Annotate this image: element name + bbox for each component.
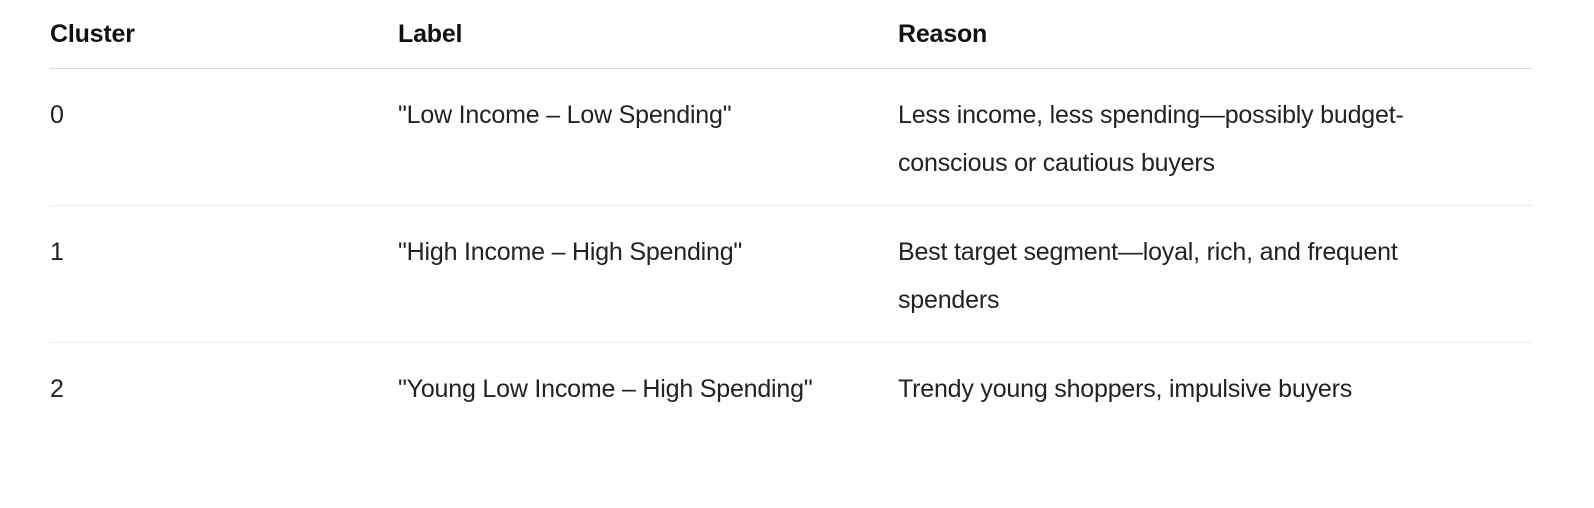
cell-reason: Best target segment—loyal, rich, and fre… xyxy=(898,205,1532,343)
table-header: Cluster Label Reason xyxy=(50,0,1532,69)
table-row: 0 "Low Income – Low Spending" Less incom… xyxy=(50,68,1532,206)
cell-cluster: 0 xyxy=(50,68,398,206)
cell-cluster: 1 xyxy=(50,205,398,343)
cluster-table-container: Cluster Label Reason 0 "Low Income – Low… xyxy=(50,0,1532,431)
cell-label: "Low Income – Low Spending" xyxy=(398,68,898,206)
table-body: 0 "Low Income – Low Spending" Less incom… xyxy=(50,68,1532,432)
cell-reason: Less income, less spending—possibly budg… xyxy=(898,68,1532,206)
header-row: Cluster Label Reason xyxy=(50,0,1532,69)
table-row: 2 "Young Low Income – High Spending" Tre… xyxy=(50,343,1532,432)
header-reason: Reason xyxy=(898,0,1532,69)
cell-reason: Trendy young shoppers, impulsive buyers xyxy=(898,375,1353,403)
table-row: 1 "High Income – High Spending" Best tar… xyxy=(50,205,1532,343)
cell-cluster: 2 xyxy=(50,375,64,403)
cluster-table: Cluster Label Reason 0 "Low Income – Low… xyxy=(50,0,1532,431)
cell-label: "High Income – High Spending" xyxy=(398,205,898,343)
header-cluster: Cluster xyxy=(50,0,398,69)
header-label: Label xyxy=(398,0,898,69)
cell-label: "Young Low Income – High Spending" xyxy=(398,375,813,403)
